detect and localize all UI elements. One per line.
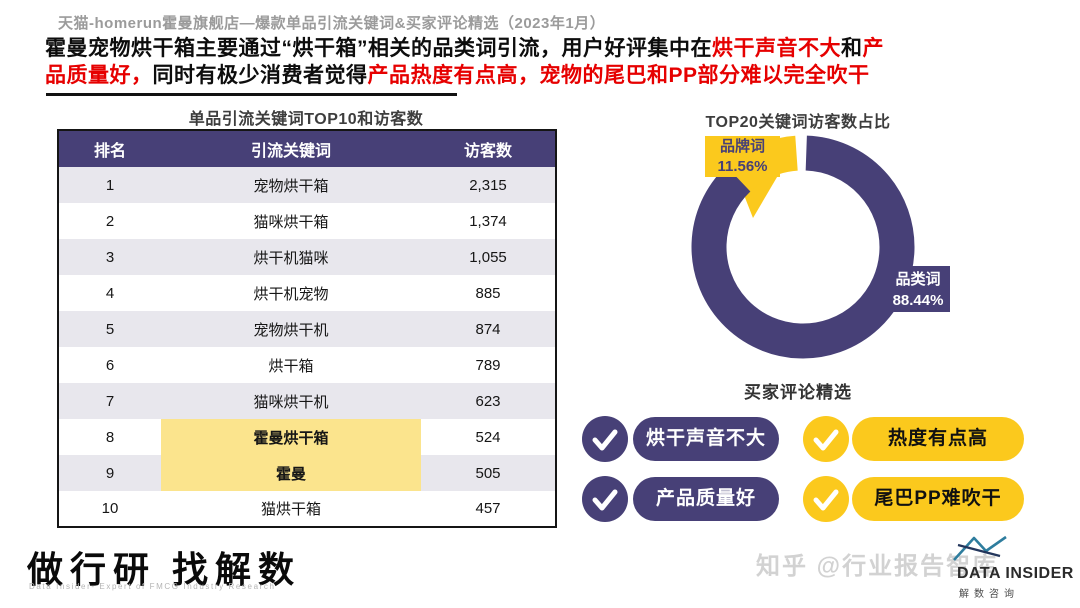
table-row: 7 猫咪烘干机 623 [58,383,556,419]
col-header-rank: 排名 [58,130,161,167]
cell-keyword: 宠物烘干箱 [161,167,421,203]
table-row: 4 烘干机宠物 885 [58,275,556,311]
data-insider-logo-icon [948,532,1012,569]
check-icon [813,489,839,511]
table-title: 单品引流关键词TOP10和访客数 [188,111,424,128]
cell-rank: 4 [58,275,161,311]
checkmark-badge [582,416,628,462]
table-row-highlighted: 8 霍曼烘干箱 524 [58,419,556,455]
donut-slice-category [691,135,915,359]
headline-line2: 品质量好，同时有极少消费者觉得产品热度有点高，宠物的尾巴和PP部分难以完全吹干 [45,62,1055,89]
comment-pill-positive: 烘干声音不大 [633,417,779,461]
check-icon [813,429,839,451]
cell-keyword: 宠物烘干机 [161,311,421,347]
cell-visitors: 2,315 [421,167,556,203]
headline-line1: 霍曼宠物烘干箱主要通过“烘干箱”相关的品类词引流，用户好评集中在烘干声音不大和产 [45,35,1055,62]
headline-seg-red: 产品热度有点高，宠物的尾巴和PP部分难以完全吹干 [367,64,870,87]
headline-seg-red: 产 [862,37,884,60]
brand-word-pct: 11.56% [717,158,768,175]
data-insider-wordmark: DATA INSIDER [957,565,1074,582]
brand-word-label: 品牌词 [719,138,765,155]
cell-keyword: 烘干机猫咪 [161,239,421,275]
cell-rank: 7 [58,383,161,419]
cell-visitors: 1,055 [421,239,556,275]
headline-underline [46,93,457,96]
cell-keyword: 猫咪烘干机 [161,383,421,419]
table-row-highlighted: 9 霍曼 505 [58,455,556,491]
donut-title: TOP20关键词访客数占比 [705,114,891,131]
data-insider-cn-name: 解数咨询 [959,589,1019,600]
cell-visitors: 505 [421,455,556,491]
cell-visitors: 524 [421,419,556,455]
cell-visitors: 885 [421,275,556,311]
cell-keyword: 烘干箱 [161,347,421,383]
cell-rank: 9 [58,455,161,491]
table-header-row: 排名 引流关键词 访客数 [58,130,556,167]
category-word-pct: 88.44% [892,292,944,309]
headline-seg: 霍曼宠物烘干箱主要通过“烘干箱”相关的品类词引流，用户好评集中在 [45,37,712,60]
checkmark-badge [582,476,628,522]
headline: 霍曼宠物烘干箱主要通过“烘干箱”相关的品类词引流，用户好评集中在烘干声音不大和产… [45,35,1055,89]
category-word-callout: 品类词 88.44% [886,266,950,312]
slide-kicker: 天猫-homerun霍曼旗舰店—爆款单品引流关键词&买家评论精选（2023年1月… [58,15,606,32]
table-row: 3 烘干机猫咪 1,055 [58,239,556,275]
cell-keyword-highlighted: 霍曼烘干箱 [161,419,421,455]
brand-callout-pointer [735,172,780,218]
comments-title: 买家评论精选 [744,383,852,402]
comment-pill-positive: 产品质量好 [633,477,779,521]
cell-rank: 2 [58,203,161,239]
comment-pill-negative: 热度有点高 [852,417,1024,461]
checkmark-badge [803,476,849,522]
cell-rank: 1 [58,167,161,203]
footer-logo-text: 做行研 找解数 [27,550,302,590]
comment-pill-negative: 尾巴PP难吹干 [852,477,1024,521]
cell-visitors: 874 [421,311,556,347]
cell-rank: 5 [58,311,161,347]
col-header-keyword: 引流关键词 [161,130,421,167]
cell-keyword: 猫咪烘干箱 [161,203,421,239]
col-header-visitors: 访客数 [421,130,556,167]
cell-keyword: 烘干机宠物 [161,275,421,311]
cell-rank: 10 [58,491,161,527]
headline-seg: 同时有极少消费者觉得 [152,64,368,87]
check-icon [592,429,618,451]
checkmark-badge [803,416,849,462]
cell-visitors: 1,374 [421,203,556,239]
table-row: 2 猫咪烘干箱 1,374 [58,203,556,239]
keyword-table: 排名 引流关键词 访客数 1 宠物烘干箱 2,315 2 猫咪烘干箱 1,374 3 烘干… [57,129,557,528]
footer-logo-subtext: Data Insider- Expert of FMCG Industry Re… [29,582,276,591]
cell-rank: 8 [58,419,161,455]
table-row: 10 猫烘干箱 457 [58,491,556,527]
cell-keyword-highlighted: 霍曼 [161,455,421,491]
cell-visitors: 623 [421,383,556,419]
table-row: 5 宠物烘干机 874 [58,311,556,347]
headline-seg-red: 烘干声音不大 [712,37,841,60]
brand-word-callout: 品牌词 11.56% [705,136,780,177]
headline-seg-red: 品质量好， [45,64,153,87]
cell-rank: 3 [58,239,161,275]
headline-seg: 和 [841,37,863,60]
category-word-label: 品类词 [895,271,941,288]
cell-keyword: 猫烘干箱 [161,491,421,527]
table-row: 6 烘干箱 789 [58,347,556,383]
check-icon [592,489,618,511]
table-row: 1 宠物烘干箱 2,315 [58,167,556,203]
cell-visitors: 457 [421,491,556,527]
cell-visitors: 789 [421,347,556,383]
cell-rank: 6 [58,347,161,383]
